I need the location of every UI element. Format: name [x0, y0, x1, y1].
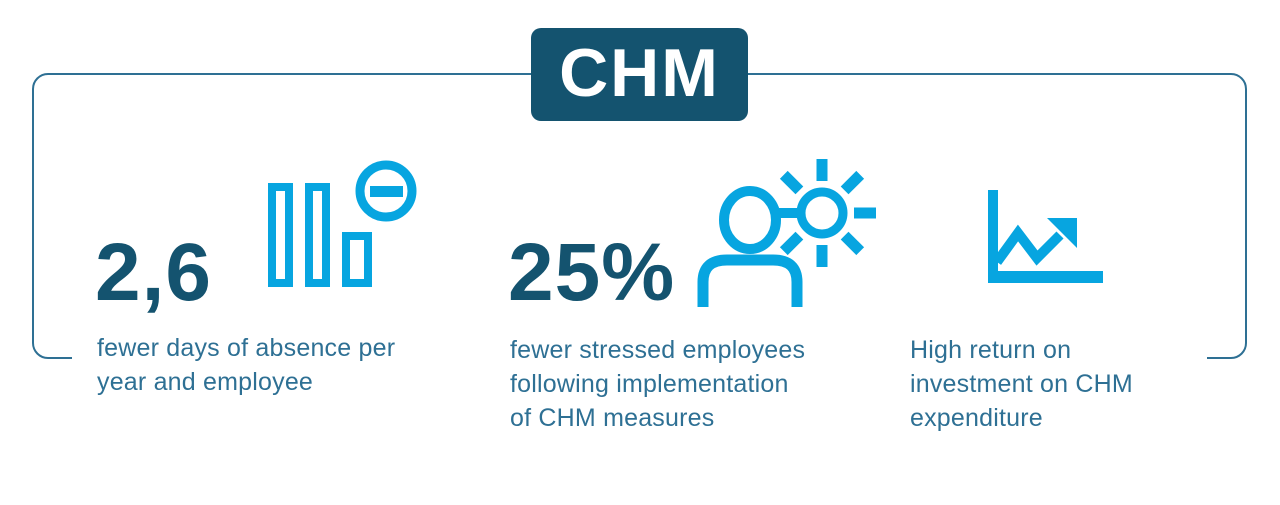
frame-bottom-mask: [72, 350, 1207, 364]
stressed-employee-sun-icon: [697, 159, 876, 307]
stat-value-stressed-employees: 25%: [508, 227, 676, 318]
stat-caption-stressed-employees: fewer stressed employees following imple…: [510, 336, 806, 432]
stat-caption-roi: High return on investment on CHM expendi…: [910, 336, 1133, 432]
stat-caption-absence-days: fewer days of absence per year and emplo…: [97, 334, 396, 396]
chm-title-badge: CHM: [531, 28, 748, 121]
bar-chart-decrease-minus-icon: [268, 160, 417, 287]
growth-chart-arrow-icon: [988, 190, 1103, 283]
stat-value-absence-days: 2,6: [95, 227, 212, 318]
badge-label: CHM: [559, 34, 720, 111]
